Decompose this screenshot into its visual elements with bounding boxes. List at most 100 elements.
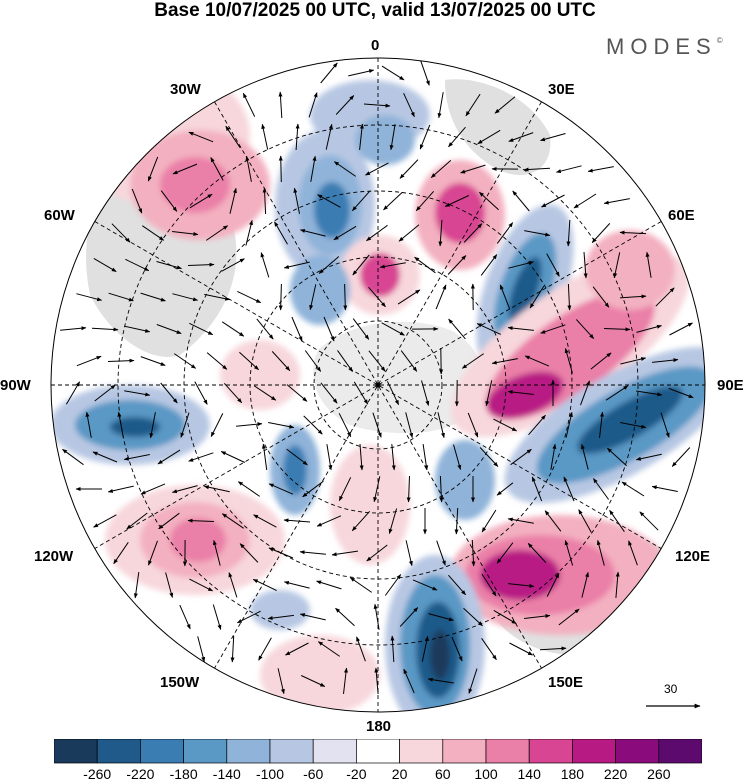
wind-arrow: [493, 609, 517, 625]
wind-arrow: [523, 167, 551, 172]
wind-arrow: [210, 413, 224, 438]
lon-label-180: 180: [366, 718, 392, 735]
wind-arrow: [278, 283, 283, 311]
wind-arrow: [333, 161, 356, 177]
wind-arrow: [91, 327, 119, 332]
wind-arrow: [133, 572, 140, 599]
wind-arrow: [366, 224, 388, 242]
wind-arrow: [212, 539, 221, 566]
wind-arrow: [476, 323, 502, 335]
wind-arrow: [147, 156, 159, 182]
wind-arrow: [448, 318, 466, 340]
wind-arrow: [353, 381, 369, 405]
wind-arrow: [493, 418, 518, 432]
wind-arrow: [368, 350, 386, 372]
lon-label-150w: 150W: [160, 674, 200, 691]
wind-arrow: [438, 219, 443, 247]
wind-arrow: [603, 198, 630, 205]
wind-arrow: [403, 92, 415, 118]
wind-arrow: [326, 444, 333, 471]
wind-arrow: [300, 675, 326, 687]
wind-arrow: [268, 547, 294, 559]
colorbar-tick-label: -260: [83, 766, 112, 782]
wind-arrow: [477, 129, 501, 145]
wind-arrow: [171, 485, 198, 494]
wind-arrow: [188, 131, 214, 143]
wind-arrow: [157, 449, 181, 465]
wind-arrow: [302, 480, 324, 498]
wind-arrow: [399, 607, 419, 627]
lon-label-90w: 90W: [0, 377, 31, 394]
wind-arrow: [567, 283, 572, 311]
wind-arrow: [587, 166, 614, 173]
wind-arrow: [564, 348, 573, 374]
wind-arrow: [286, 384, 308, 402]
wind-arrow: [108, 292, 134, 302]
wind-arrow: [540, 133, 566, 142]
wind-arrow: [372, 412, 382, 438]
reference-vector-arrow: [646, 703, 701, 709]
wind-arrow: [421, 635, 429, 662]
wind-arrow: [531, 476, 543, 502]
wind-arrow: [125, 258, 150, 272]
wind-arrow: [142, 225, 165, 241]
wind-arrow: [212, 604, 222, 630]
wind-arrow: [338, 413, 352, 438]
wind-arrow: [335, 95, 355, 115]
wind-arrow: [465, 93, 481, 117]
wind-arrow: [420, 60, 430, 86]
wind-arrow: [323, 316, 335, 342]
wind-arrow: [140, 292, 166, 302]
wind-arrow: [277, 668, 285, 695]
wind-arrow: [187, 262, 215, 267]
wind-arrow: [356, 636, 366, 662]
wind-arrow: [573, 193, 597, 209]
wind-vectors: [60, 60, 694, 695]
wind-arrow: [165, 572, 174, 598]
wind-arrow: [651, 485, 678, 492]
wind-arrow: [325, 123, 333, 150]
wind-arrow: [635, 453, 662, 461]
wind-arrow: [113, 542, 129, 565]
wind-arrow: [619, 294, 647, 299]
wind-arrow: [304, 350, 322, 372]
wind-arrow: [481, 509, 497, 533]
wind-arrow: [620, 422, 647, 429]
reference-vector-label: 30: [664, 682, 678, 696]
wind-arrow: [415, 190, 435, 212]
wind-arrow: [373, 603, 380, 630]
colorbar: [54, 739, 702, 764]
wind-arrow: [62, 448, 84, 466]
wind-arrow: [316, 580, 342, 590]
wind-arrow: [636, 324, 662, 333]
wind-arrow: [172, 231, 199, 236]
wind-arrow: [546, 572, 560, 597]
colorbar-segment: [140, 739, 184, 764]
colorbar-tick-label: 220: [603, 766, 628, 782]
wind-arrow: [189, 578, 214, 592]
wind-arrow: [399, 159, 419, 179]
wind-arrow: [140, 483, 166, 495]
wind-arrow: [613, 252, 621, 279]
lon-label-90e: 90E: [717, 377, 744, 394]
wind-arrow: [671, 447, 691, 467]
wind-arrow: [628, 540, 638, 566]
wind-arrow: [544, 510, 562, 532]
wind-arrow: [419, 124, 431, 150]
wind-arrow: [467, 412, 479, 438]
wind-arrow: [491, 358, 518, 365]
wind-arrow: [528, 414, 546, 436]
wind-arrow: [316, 515, 342, 527]
wind-arrow: [309, 284, 317, 311]
wind-arrow: [463, 607, 483, 627]
wind-arrow: [197, 636, 206, 663]
wind-arrow: [430, 160, 452, 178]
colorbar-tick-label: 100: [474, 766, 498, 782]
colorbar-tick-label: 140: [517, 766, 541, 782]
wind-arrow: [668, 387, 694, 399]
wind-arrow: [390, 635, 395, 663]
wind-arrow: [379, 262, 406, 269]
colorbar-tick-label: -140: [212, 766, 241, 782]
wind-arrow: [343, 667, 348, 694]
map-title: Base 10/07/2025 00 UTC, valid 13/07/2025…: [154, 0, 596, 21]
